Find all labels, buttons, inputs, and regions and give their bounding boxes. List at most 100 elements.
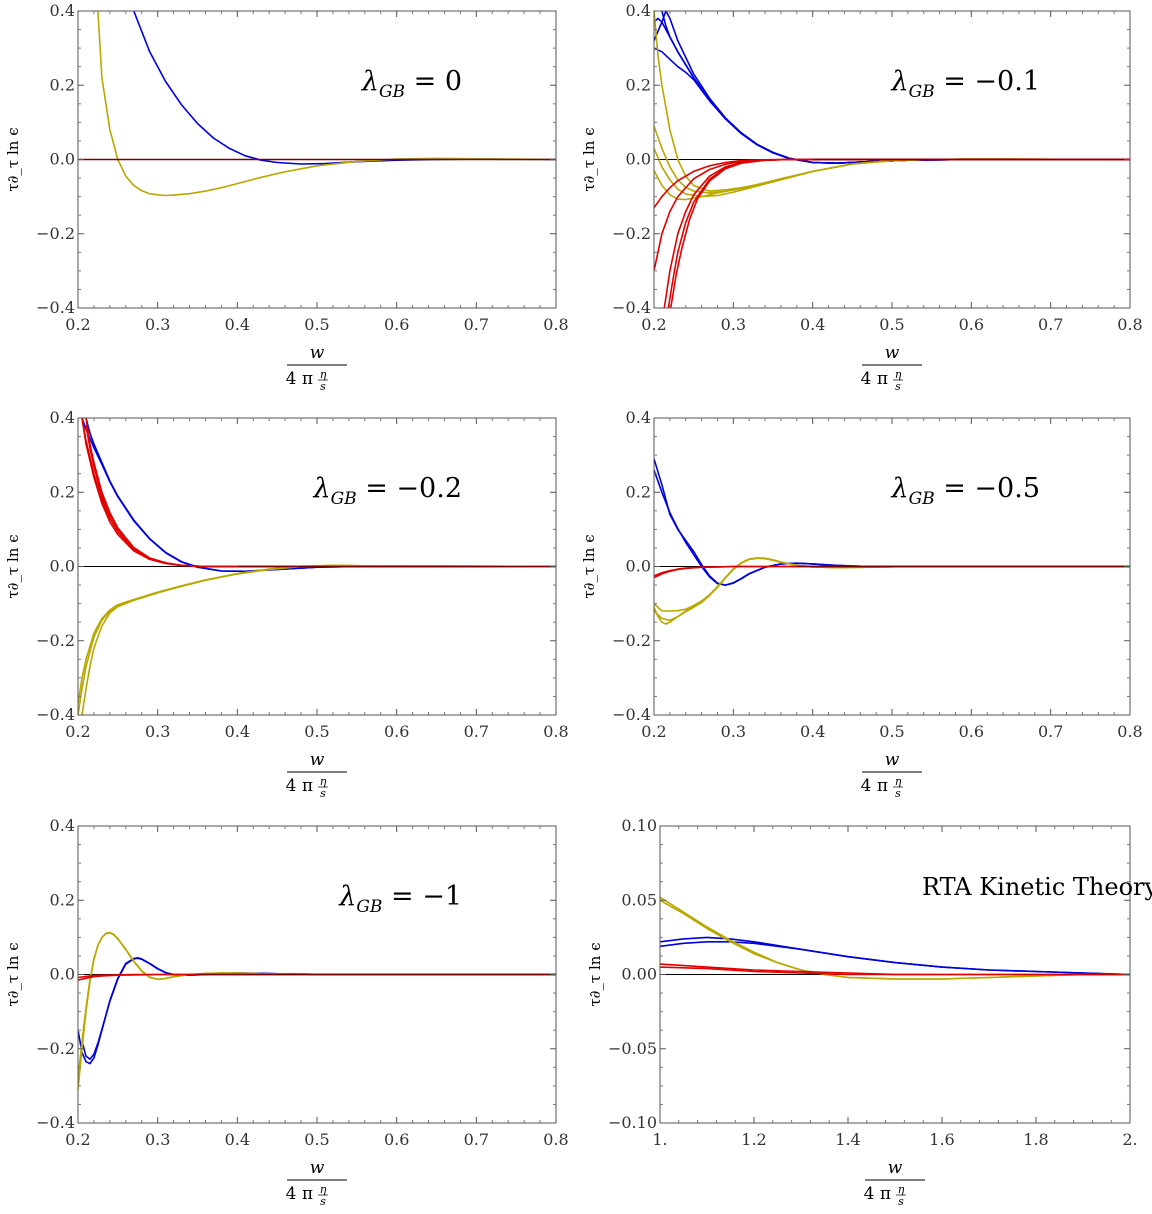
- x-label-numerator: w: [888, 1158, 903, 1178]
- x-tick-label: 0.4: [800, 722, 825, 741]
- y-tick-label: 0.4: [626, 408, 651, 427]
- x-tick-label: 0.7: [464, 722, 489, 741]
- x-tick-label: 0.4: [225, 1130, 250, 1149]
- x-tick-label: 1.6: [929, 1130, 954, 1149]
- x-label-eta: η: [895, 775, 902, 788]
- series-line-blue-2: [81, 957, 556, 1060]
- series-line-red-6: [654, 565, 1130, 579]
- y-tick-label: −0.05: [608, 1039, 657, 1058]
- y-tick-label: −0.2: [36, 631, 75, 650]
- y-tick-label: 0.2: [50, 890, 75, 909]
- y-axis-label: τ∂_τ ln ϵ: [580, 534, 598, 598]
- y-tick-label: −0.4: [36, 1113, 75, 1132]
- x-label-denominator: 4 π: [864, 1184, 891, 1204]
- y-tick-label: −0.2: [36, 1039, 75, 1058]
- x-tick-label: 0.4: [225, 315, 250, 334]
- x-label-numerator: w: [310, 343, 325, 363]
- x-label-s: s: [320, 380, 326, 393]
- series-line-red-6: [85, 425, 556, 568]
- x-tick-label: 0.3: [145, 315, 170, 334]
- y-tick-label: 0.4: [626, 1, 651, 20]
- x-tick-label: 0.5: [304, 315, 329, 334]
- series-line-yellow-4: [654, 557, 1130, 622]
- x-axis-label: w 4 π ηs: [286, 750, 347, 800]
- x-label-denominator: 4 π: [286, 1184, 313, 1204]
- x-axis-label: w 4 π ηs: [861, 343, 922, 393]
- x-tick-label: 1.2: [741, 1130, 766, 1149]
- x-tick-label: 0.5: [304, 722, 329, 741]
- x-tick-label: 0.2: [65, 1130, 90, 1149]
- y-tick-label: 0.0: [50, 965, 75, 984]
- y-tick-label: 0.4: [50, 1, 75, 20]
- panel-annotation: λGB = −0.5: [890, 473, 1040, 509]
- x-label-eta: η: [898, 1183, 905, 1196]
- series-line-blue-2: [81, 418, 556, 573]
- y-tick-label: 0.0: [50, 150, 75, 169]
- x-axis-label: w 4 π ηs: [861, 750, 922, 800]
- y-tick-label: 0.10: [621, 816, 657, 835]
- x-axis-label: w 4 π ηs: [864, 1158, 925, 1208]
- x-label-numerator: w: [310, 750, 325, 770]
- panel-annotation: λGB = −0.1: [890, 66, 1040, 102]
- x-tick-label: 0.3: [145, 722, 170, 741]
- series-line-red-6: [78, 973, 556, 979]
- y-axis-label: τ∂_τ ln ϵ: [4, 942, 22, 1006]
- y-tick-label: 0.05: [621, 890, 657, 909]
- y-tick-label: 0.2: [50, 75, 75, 94]
- y-tick-label: −0.4: [36, 705, 75, 724]
- x-tick-label: 0.4: [225, 722, 250, 741]
- series-line-yellow-3: [78, 931, 556, 1090]
- x-tick-label: 0.7: [1038, 722, 1063, 741]
- chart-panel-6: 1. 1.2 1.4 1.6 1.8 2. −0.10 −0.05 0.00 0.05 0.10 τ∂…: [586, 816, 1152, 1208]
- y-tick-label: 0.2: [626, 75, 651, 94]
- x-label-denominator: 4 π: [286, 776, 313, 796]
- series-line-red-7: [654, 565, 1130, 577]
- x-tick-label: 0.5: [304, 1130, 329, 1149]
- x-tick-label: 0.5: [879, 315, 904, 334]
- x-tick-label: 2.: [1122, 1130, 1137, 1149]
- x-label-numerator: w: [885, 750, 900, 770]
- y-tick-label: −0.4: [36, 298, 75, 317]
- series-line-yellow-4: [78, 932, 556, 1079]
- x-tick-label: 0.2: [65, 722, 90, 741]
- y-tick-label: 0.00: [621, 965, 657, 984]
- series-line-red-10: [654, 158, 1130, 272]
- x-tick-label: 0.6: [959, 315, 984, 334]
- series-line-yellow-9: [81, 564, 556, 715]
- series-line-blue-2: [654, 469, 1130, 586]
- x-tick-label: 0.2: [641, 722, 666, 741]
- x-tick-label: 0.7: [464, 315, 489, 334]
- x-tick-label: 0.2: [641, 315, 666, 334]
- chart-panel-2: 0.2 0.3 0.4 0.5 0.6 0.7 0.8 −0.4 −0.2 0.0 0.2 0.4 τ∂…: [580, 1, 1143, 393]
- y-tick-label: −0.2: [36, 224, 75, 243]
- y-axis-label: τ∂_τ ln ϵ: [4, 534, 22, 598]
- x-tick-label: 0.8: [1117, 315, 1142, 334]
- y-tick-label: 0.0: [626, 150, 651, 169]
- series-line-blue-2: [660, 941, 1130, 976]
- series-line-red-13: [669, 158, 1130, 308]
- x-tick-label: 0.4: [800, 315, 825, 334]
- chart-panel-5: 0.2 0.3 0.4 0.5 0.6 0.7 0.8 −0.4 −0.2 0.0 0.2 0.4 τ∂…: [4, 816, 569, 1208]
- x-tick-label: 0.8: [543, 315, 568, 334]
- x-label-denominator: 4 π: [861, 369, 888, 389]
- x-tick-label: 0.5: [879, 722, 904, 741]
- series-line-yellow-2: [97, 11, 556, 197]
- x-label-denominator: 4 π: [286, 369, 313, 389]
- x-label-s: s: [898, 1195, 904, 1208]
- y-tick-label: 0.4: [50, 816, 75, 835]
- x-tick-label: 1.: [652, 1130, 667, 1149]
- x-tick-label: 0.8: [543, 722, 568, 741]
- y-tick-label: 0.0: [626, 557, 651, 576]
- x-tick-label: 0.3: [721, 722, 746, 741]
- x-label-numerator: w: [885, 343, 900, 363]
- x-tick-label: 0.8: [1117, 722, 1142, 741]
- x-tick-label: 0.3: [145, 1130, 170, 1149]
- x-axis-label: w 4 π ηs: [286, 1158, 347, 1208]
- x-label-numerator: w: [310, 1158, 325, 1178]
- x-axis-label: w 4 π ηs: [286, 343, 347, 393]
- y-tick-label: −0.10: [608, 1113, 657, 1132]
- series-line-yellow-3: [654, 557, 1130, 625]
- x-label-eta: η: [320, 368, 327, 381]
- y-tick-label: 0.2: [50, 482, 75, 501]
